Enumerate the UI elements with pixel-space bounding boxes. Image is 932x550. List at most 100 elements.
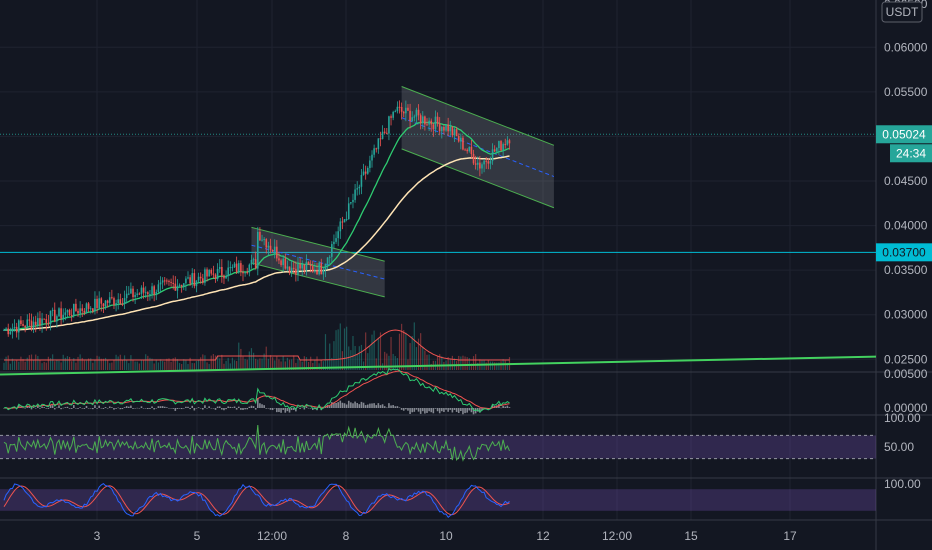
macd-histogram-bar	[157, 406, 160, 408]
macd-histogram-bar	[373, 403, 375, 408]
macd-histogram-bar	[117, 407, 120, 409]
candle-body	[189, 277, 191, 284]
rsi-line	[3, 424, 510, 462]
macd-histogram-bar	[121, 408, 124, 410]
candle-body	[449, 126, 452, 132]
macd-histogram-bar	[62, 407, 65, 409]
macd-histogram-bar	[451, 408, 454, 413]
candle-body	[237, 263, 240, 273]
channel-bottom-line[interactable]	[251, 262, 385, 298]
macd-histogram-bar	[187, 406, 189, 408]
macd-histogram-bar	[159, 406, 162, 408]
axes[interactable]: 0.060000.055000.050000.045000.040000.035…	[94, 0, 932, 543]
candle-body	[301, 264, 304, 269]
macd-histogram-bar	[87, 408, 90, 409]
candle-body	[66, 310, 69, 313]
volume-bar	[257, 359, 259, 370]
macd-histogram-bar	[45, 408, 48, 409]
macd-histogram-bar	[212, 408, 215, 409]
volume-bar	[462, 355, 464, 370]
candle-body	[174, 283, 177, 291]
macd-histogram-bar	[153, 408, 155, 410]
candle-body	[309, 264, 312, 267]
volume-bar	[394, 356, 396, 370]
last-price-badge-text: 0.05024	[882, 127, 926, 141]
volume-bar	[352, 335, 354, 370]
macd-histogram-bar	[248, 406, 251, 408]
macd-histogram-bar	[231, 407, 234, 408]
volume-bar	[155, 359, 157, 370]
long-moving-average	[4, 155, 510, 331]
candle-body	[144, 292, 147, 294]
volume-bar	[75, 362, 77, 370]
macd-histogram-bar	[240, 408, 242, 410]
volume-bar	[318, 363, 320, 370]
macd-histogram-bar	[398, 407, 401, 408]
rsi-tick-label: 50.00	[884, 440, 914, 454]
candle-body	[106, 300, 109, 303]
volume-bar	[379, 332, 382, 370]
volume-bar	[206, 362, 208, 370]
candle-body	[83, 310, 86, 313]
macd-histogram-bar	[409, 408, 411, 415]
volume-bar	[193, 363, 195, 370]
volume-bar	[39, 359, 41, 370]
currency-badge[interactable]: USDT	[886, 5, 919, 19]
volume-bar	[458, 355, 460, 370]
macd-histogram-bar	[18, 405, 20, 408]
stoch-pane[interactable]	[0, 482, 876, 519]
macd-histogram-bar	[250, 405, 253, 408]
volume-bar	[178, 363, 181, 370]
macd-histogram-bar	[307, 407, 310, 409]
macd-histogram-bar	[508, 407, 511, 408]
macd-histogram-bar	[191, 405, 194, 408]
volume-bar	[119, 354, 121, 370]
candle-body	[62, 314, 65, 319]
rsi-pane[interactable]	[0, 424, 876, 462]
macd-histogram-bar	[345, 404, 348, 408]
macd-histogram-bar	[500, 407, 502, 409]
macd-histogram-bar	[402, 408, 405, 411]
channel-top-line[interactable]	[401, 86, 555, 146]
macd-histogram-bar	[83, 408, 86, 409]
macd-histogram-bar	[421, 408, 424, 412]
volume-bar	[79, 354, 81, 370]
channel-bottom-line[interactable]	[401, 148, 555, 209]
macd-histogram-bar	[301, 407, 304, 409]
macd-histogram-bar	[265, 408, 268, 409]
macd-histogram-bar	[261, 404, 263, 408]
channel-top-line[interactable]	[251, 226, 385, 262]
macd-histogram-bar	[127, 406, 130, 408]
candle-body	[377, 138, 380, 150]
candle-body	[157, 284, 160, 292]
macd-histogram-bar	[305, 406, 308, 408]
volume-bar	[369, 346, 371, 370]
candle-body	[424, 116, 426, 125]
candle-body	[151, 286, 153, 295]
macd-histogram-bar	[41, 406, 43, 408]
volume-bar	[185, 359, 187, 370]
candle-body	[343, 219, 346, 223]
macd-histogram-bar	[235, 408, 238, 410]
volume-bar	[37, 355, 39, 370]
candle-body	[443, 126, 445, 131]
volume-bar	[430, 363, 432, 370]
candle-body	[147, 292, 149, 295]
macd-histogram-bar	[94, 405, 96, 408]
macd-histogram-bar	[193, 408, 196, 411]
price-pane[interactable]	[0, 86, 877, 376]
volume-bar	[16, 360, 18, 370]
macd-histogram-bar	[379, 405, 382, 408]
volume-bar	[354, 346, 356, 370]
volume-bar	[343, 328, 346, 370]
macd-histogram-bar	[176, 408, 179, 409]
volume-bar	[45, 362, 47, 370]
long-trendline[interactable]	[0, 355, 877, 376]
candle-body	[13, 326, 16, 329]
macd-pane[interactable]	[3, 367, 511, 415]
macd-histogram-bar	[123, 407, 126, 408]
volume-bar	[407, 359, 409, 370]
macd-histogram-bar	[49, 404, 52, 408]
